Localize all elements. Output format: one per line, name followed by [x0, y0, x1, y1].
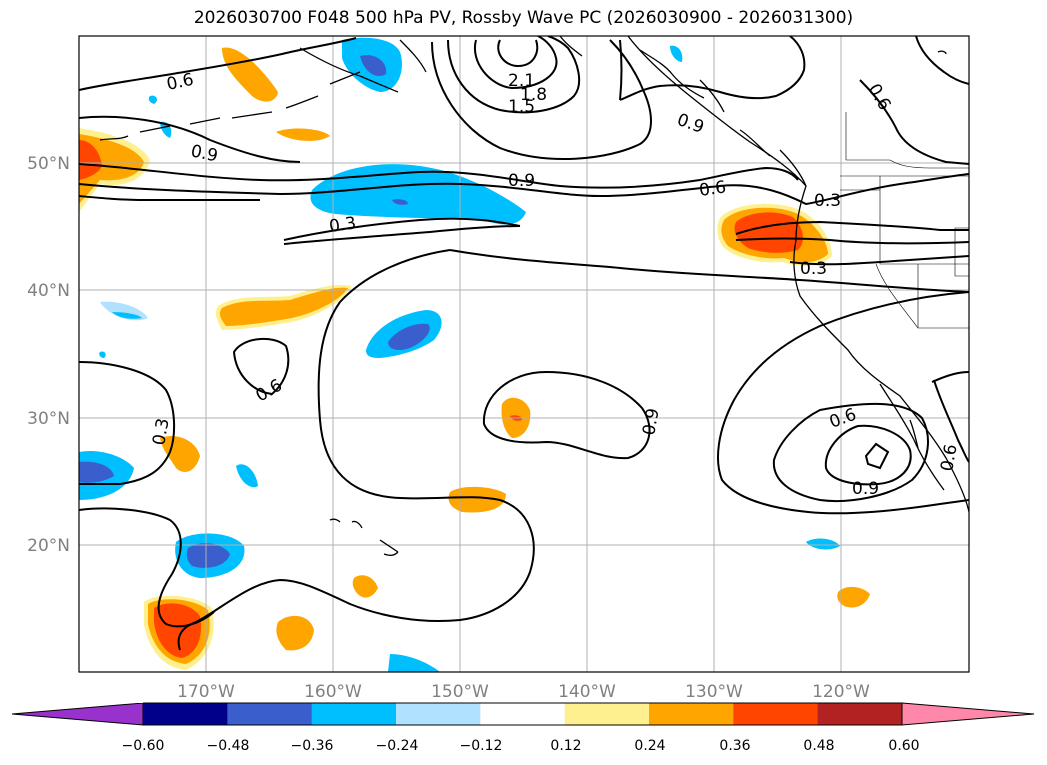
coastlines [99, 36, 969, 556]
contour-east-high-inner [824, 424, 912, 486]
colorbar-tick-labels: −0.60 −0.48 −0.36 −0.24 −0.12 0.12 0.24 … [122, 738, 920, 754]
baja-coast [879, 383, 945, 491]
colorbar-cell [227, 703, 313, 725]
contour-label: 0.3 [149, 417, 173, 447]
colorbar-tick-label: 0.60 [888, 738, 919, 754]
contour-north-low [79, 37, 357, 91]
contour-east-high-core [864, 442, 890, 470]
contour-big-loop [177, 249, 535, 651]
contour-09-west [79, 163, 701, 189]
lat-tick-label: 20°N [27, 536, 70, 556]
contour-30n-loop [482, 370, 651, 460]
neg-blob-small-4 [806, 538, 840, 550]
contour-high-outer [431, 39, 652, 160]
colorbar-tick-label: 0.12 [550, 738, 581, 754]
alaska-peninsula [299, 47, 399, 93]
colorbar-cells [12, 703, 1034, 725]
contour-06-small [232, 337, 290, 396]
colorbar-extend-high [902, 703, 1034, 725]
pos-blob-23n [448, 486, 506, 513]
colorbar-cell [480, 703, 566, 725]
colorbar-cell [396, 703, 481, 725]
contour-03-west [283, 217, 521, 241]
contour-03-east [735, 220, 969, 235]
lon-tick-label: 160°W [304, 682, 362, 702]
axis-labels: 170°W 160°W 150°W 140°W 130°W 120°W 50°N… [27, 154, 870, 702]
contour-06-main [79, 173, 969, 206]
contour-east-high-outer [717, 291, 969, 515]
north-america-coast [627, 36, 969, 513]
colorbar-tick-label: 0.36 [719, 738, 750, 754]
contour-east-high-mid [931, 371, 969, 383]
pos-blob-29n-west [160, 436, 200, 472]
lat-tick-label: 40°N [27, 281, 70, 301]
colorbar-outline [11, 702, 1035, 726]
contour-label: 0.6 [698, 177, 728, 201]
lon-tick-label: 140°W [558, 682, 616, 702]
colorbar-tick-label: −0.60 [122, 738, 165, 754]
colorbar-tick-label: 0.48 [803, 738, 834, 754]
neg-blob-small-3 [388, 654, 440, 672]
colorbar-extend-low [12, 703, 143, 725]
contour-high-mid [447, 36, 581, 114]
colorbar-tick-label: −0.24 [376, 738, 419, 754]
contour-label: 1.5 [508, 97, 535, 117]
colorbar-tick-label: 0.24 [634, 738, 665, 754]
lon-tick-label: 170°W [177, 682, 235, 702]
colorbar-cell [564, 703, 650, 725]
contour-label: 0.3 [800, 259, 827, 279]
contour-label: 0.9 [508, 171, 535, 191]
hawaii [329, 518, 399, 556]
contour-high-inner [473, 36, 558, 90]
contour-label: 0.3 [814, 191, 841, 211]
colorbar-tick-label: −0.12 [460, 738, 503, 754]
colorbar-cell [311, 703, 397, 725]
map-title: 2026030700 F048 500 hPa PV, Rossby Wave … [193, 8, 854, 28]
neg-blob-48n [310, 164, 526, 225]
aleutians [99, 71, 361, 141]
colorbar-cell [733, 703, 819, 725]
contour-label: 0.6 [937, 443, 961, 473]
colorbar-cell [649, 703, 734, 725]
lon-tick-label: 150°W [431, 682, 489, 702]
contour-label: 2.1 [508, 71, 535, 91]
colorbar-cell [817, 703, 903, 725]
contour-label: 0.9 [639, 407, 663, 437]
contour-west-28n [79, 361, 176, 485]
lon-tick-label: 130°W [685, 682, 743, 702]
contour-label: 0.9 [852, 479, 879, 499]
lat-tick-label: 30°N [27, 409, 70, 429]
lon-tick-label: 120°W [812, 682, 870, 702]
pv-shading [79, 37, 870, 672]
colorbar-tick-label: −0.36 [291, 738, 334, 754]
colorbar: −0.60 −0.48 −0.36 −0.24 −0.12 0.12 0.24 … [11, 702, 1035, 754]
state-borders [840, 112, 969, 329]
colorbar-cell [143, 703, 228, 725]
pos-blob-17n [352, 575, 378, 598]
lat-tick-label: 50°N [27, 154, 70, 174]
pos-blob-55n [222, 47, 278, 102]
graticule [79, 36, 969, 672]
colorbar-tick-label: −0.48 [207, 738, 250, 754]
neg-blob-small-1 [236, 464, 258, 488]
pos-blob-16n-east [837, 586, 870, 608]
pv-contours [79, 36, 969, 651]
contour-labels: 0.6 0.9 2.1 1.8 1.5 0.9 0.6 0.3 0.3 0.3 … [149, 70, 961, 499]
map-frame [78, 35, 970, 673]
contour-label: 0.3 [328, 213, 358, 237]
pos-blob-13n-small [276, 615, 314, 651]
contour-label: 1.8 [520, 85, 547, 105]
